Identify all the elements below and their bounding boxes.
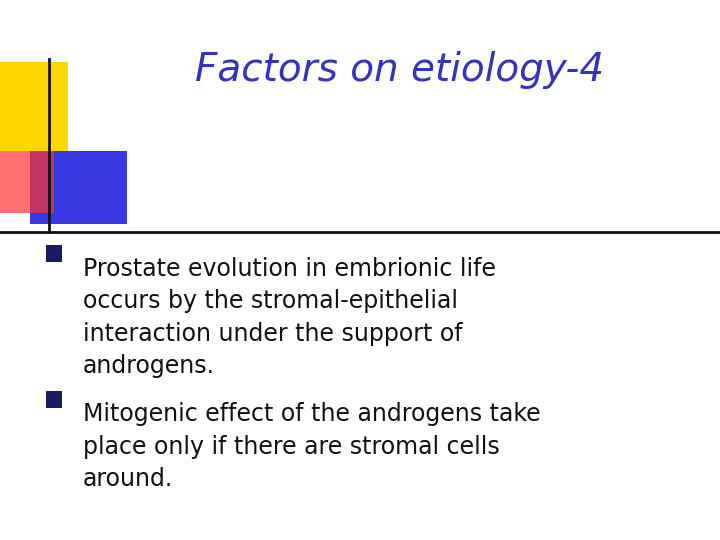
Bar	[46, 245, 62, 262]
Bar	[0, 151, 54, 213]
Text: Factors on etiology-4: Factors on etiology-4	[195, 51, 604, 89]
Bar	[0, 62, 68, 151]
Bar	[46, 391, 62, 408]
Text: Mitogenic effect of the androgens take
place only if there are stromal cells
aro: Mitogenic effect of the androgens take p…	[83, 402, 541, 491]
Bar	[30, 151, 127, 224]
Text: Prostate evolution in embrionic life
occurs by the stromal-epithelial
interactio: Prostate evolution in embrionic life occ…	[83, 256, 496, 378]
